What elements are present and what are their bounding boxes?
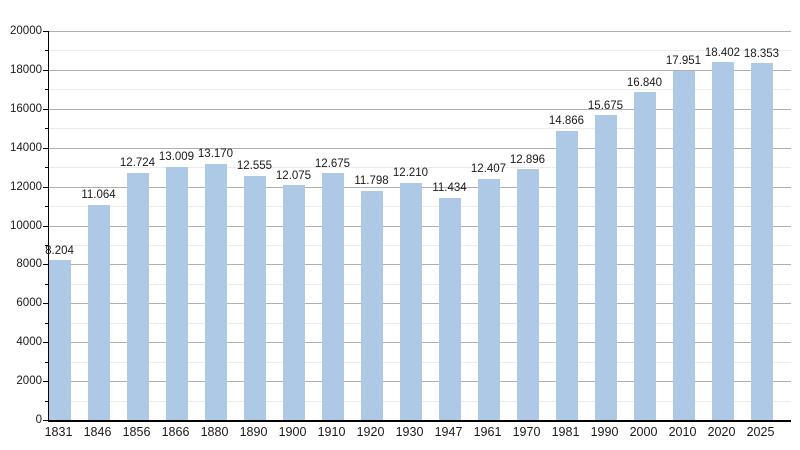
x-tick-label: 1846 xyxy=(83,425,112,439)
y-axis-tick xyxy=(43,108,48,110)
y-axis-minor-tick xyxy=(45,400,48,402)
bar-1856 xyxy=(126,172,149,420)
y-tick-label: 18000 xyxy=(10,63,42,76)
y-tick-label: 12000 xyxy=(10,180,42,193)
x-tick-label: 1961 xyxy=(473,425,502,439)
bar-value-label: 13.170 xyxy=(197,148,234,161)
bar-1910 xyxy=(321,173,344,420)
bar-value-label: 13.009 xyxy=(158,151,195,164)
y-axis-minor-tick xyxy=(45,167,48,169)
y-tick-label: 0 xyxy=(35,414,42,426)
bar-value-label: 12.675 xyxy=(314,157,351,170)
x-tick-label: 1990 xyxy=(590,425,619,439)
minor-gridline xyxy=(49,50,791,52)
y-tick-label: 14000 xyxy=(10,141,42,154)
x-tick-label: 2000 xyxy=(629,425,658,439)
y-axis-minor-tick xyxy=(45,244,48,246)
x-tick-label: 2025 xyxy=(746,425,775,439)
y-tick-label: 2000 xyxy=(16,375,42,388)
bar-value-label: 12.210 xyxy=(392,167,429,180)
y-axis-minor-tick xyxy=(45,283,48,285)
x-tick-label: 1890 xyxy=(239,425,268,439)
x-tick-label: 2010 xyxy=(668,425,697,439)
bar-value-label: 15.675 xyxy=(587,99,624,112)
y-tick-label: 20000 xyxy=(10,25,42,37)
plot-area: 8.204 11.064 12.724 13.009 13.170 12.555 12.07… xyxy=(45,31,791,422)
bar-value-label: 12.724 xyxy=(119,157,156,170)
major-gridline xyxy=(49,31,791,32)
x-tick-label: 1900 xyxy=(278,425,307,439)
y-axis-minor-tick xyxy=(45,206,48,208)
bar-2000 xyxy=(633,92,656,420)
bar-1890 xyxy=(243,175,266,420)
x-tick-label: 1970 xyxy=(512,425,541,439)
minor-gridline xyxy=(49,89,791,91)
y-axis-tick xyxy=(43,420,48,421)
bar-value-label: 17.951 xyxy=(665,55,702,68)
y-axis-tick xyxy=(43,147,48,149)
bar-1900 xyxy=(282,185,305,420)
bar-value-label: 18.353 xyxy=(743,47,780,60)
bar-1880 xyxy=(204,163,227,420)
bar-value-label: 12.896 xyxy=(509,153,546,166)
y-axis-minor-tick xyxy=(45,361,48,363)
bar-value-label: 12.075 xyxy=(275,169,312,182)
bar-value-label: 14.866 xyxy=(548,115,585,128)
x-tick-label: 1910 xyxy=(317,425,346,439)
bar-value-label: 8.204 xyxy=(45,244,74,257)
bar-value-label: 12.555 xyxy=(236,160,273,173)
bar-value-label: 16.840 xyxy=(626,76,663,89)
y-axis-tick xyxy=(43,342,48,344)
bar-value-label: 11.064 xyxy=(81,189,116,202)
x-tick-label: 1866 xyxy=(161,425,190,439)
bar-value-label: 11.434 xyxy=(432,182,467,195)
y-tick-label: 8000 xyxy=(16,258,42,271)
y-tick-label: 4000 xyxy=(16,336,42,349)
x-tick-label: 1856 xyxy=(122,425,151,439)
bar-2020 xyxy=(711,62,734,420)
y-axis-tick xyxy=(43,31,48,32)
bar-1990 xyxy=(594,115,617,420)
x-tick-label: 1880 xyxy=(200,425,229,439)
major-gridline xyxy=(49,108,791,110)
bar-1970 xyxy=(516,169,539,420)
x-tick-label: 2020 xyxy=(707,425,736,439)
bar-1930 xyxy=(399,182,422,420)
bar-2025 xyxy=(750,63,773,420)
y-axis-minor-tick xyxy=(45,89,48,91)
y-axis-minor-tick xyxy=(45,322,48,324)
minor-gridline xyxy=(49,167,791,169)
bar-value-label: 12.407 xyxy=(470,163,507,176)
y-axis-tick xyxy=(43,225,48,227)
bar-2010 xyxy=(672,70,695,420)
y-axis-tick xyxy=(43,69,48,71)
y-axis-tick xyxy=(43,303,48,305)
bar-1961 xyxy=(477,178,500,420)
y-tick-label: 16000 xyxy=(10,102,42,115)
x-tick-label: 1920 xyxy=(356,425,385,439)
minor-gridline xyxy=(49,128,791,130)
bar-1831 xyxy=(48,260,71,420)
y-tick-label: 10000 xyxy=(10,219,42,232)
bar-value-label: 18.402 xyxy=(704,46,741,59)
y-tick-label: 6000 xyxy=(16,297,42,310)
bar-1866 xyxy=(165,166,188,420)
y-axis-tick xyxy=(43,381,48,383)
y-axis-minor-tick xyxy=(45,50,48,52)
bar-value-label: 11.798 xyxy=(354,175,389,188)
y-axis-tick xyxy=(43,186,48,188)
y-axis-tick xyxy=(43,264,48,266)
x-tick-label: 1930 xyxy=(395,425,424,439)
bar-1920 xyxy=(360,190,383,420)
y-axis-minor-tick xyxy=(45,128,48,130)
bar-1947 xyxy=(438,197,461,420)
bar-1981 xyxy=(555,130,578,420)
major-gridline xyxy=(49,69,791,71)
x-tick-label: 1947 xyxy=(434,425,463,439)
bar-1846 xyxy=(87,204,110,420)
x-tick-label: 1981 xyxy=(551,425,580,439)
major-gridline xyxy=(49,147,791,149)
x-tick-label: 1831 xyxy=(44,425,73,439)
